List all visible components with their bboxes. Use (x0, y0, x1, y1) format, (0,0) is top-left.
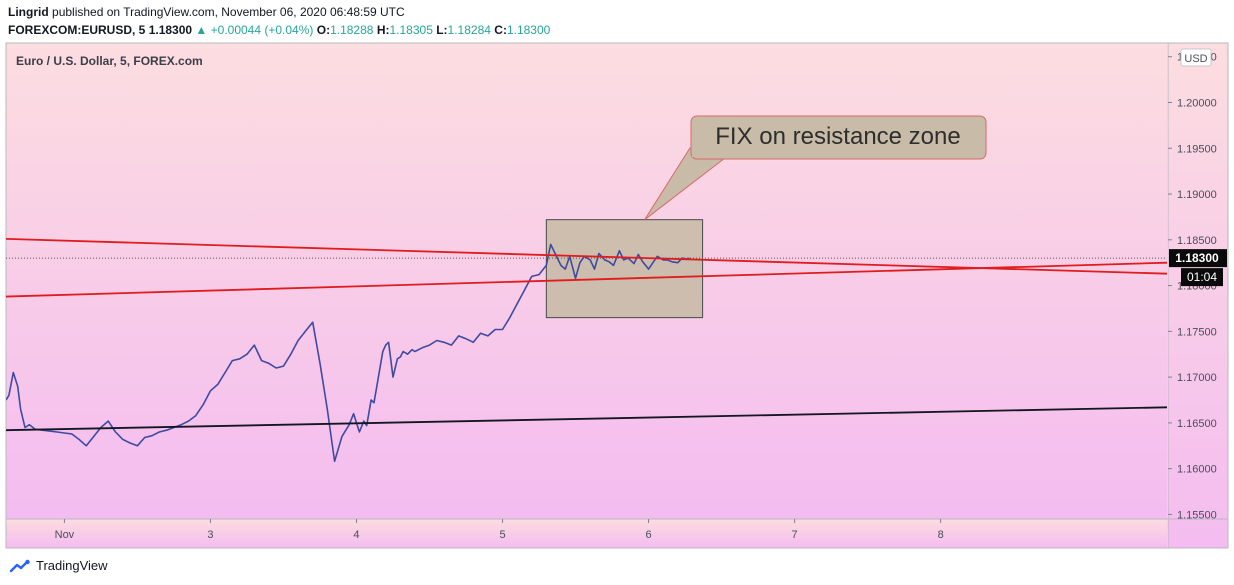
x-tick-label: 7 (792, 529, 798, 541)
tradingview-cloud-icon (9, 559, 30, 572)
y-tick-label: 1.16500 (1177, 418, 1217, 430)
y-tick-label: 1.19000 (1177, 189, 1217, 201)
price-axis-background (1168, 43, 1228, 548)
y-tick-label: 1.20000 (1177, 98, 1217, 110)
y-tick-label: 1.19500 (1177, 143, 1217, 155)
open-label: O: (316, 23, 331, 37)
price-change: ▲ +0.00044 (+0.04%) (195, 23, 314, 37)
low-label: L: (436, 23, 448, 37)
countdown-label: 01:04 (1187, 270, 1217, 284)
last-price: 1.18300 (148, 23, 193, 37)
tradingview-logo[interactable]: TradingView (8, 558, 108, 573)
y-tick-label: 1.16000 (1177, 464, 1217, 476)
high-value: 1.18305 (389, 23, 433, 37)
x-tick-label: 3 (207, 529, 213, 541)
resistance-zone (545, 219, 704, 319)
callout-box (690, 115, 987, 160)
x-tick-label: 6 (646, 529, 652, 541)
plot-area (6, 219, 1167, 463)
y-tick-label: 1.18500 (1177, 235, 1217, 247)
high-label: H: (376, 23, 390, 37)
x-tick-label: 4 (353, 529, 359, 541)
author-name[interactable]: Lingrid (8, 5, 49, 19)
y-tick-label: 1.17500 (1177, 326, 1217, 338)
chart-title: Euro / U.S. Dollar, 5, FOREX.com (16, 54, 203, 68)
open-value: 1.18288 (330, 23, 374, 37)
x-tick-label: 8 (938, 529, 944, 541)
x-tick-label: 5 (499, 529, 505, 541)
publish-text: published on TradingView.com, November 0… (52, 5, 405, 19)
symbol-name[interactable]: FOREXCOM:EURUSD, 5 (8, 23, 146, 37)
symbol-info: FOREXCOM:EURUSD, 5 1.18300 ▲ +0.00044 (+… (8, 23, 550, 37)
callout-joint (692, 140, 728, 157)
publish-info: Lingrid published on TradingView.com, No… (8, 5, 405, 19)
callout-text: FIX on resistance zone (715, 123, 960, 150)
chart-frame (5, 42, 1229, 549)
countdown-badge (1181, 268, 1223, 287)
close-label: C: (494, 23, 507, 37)
y-tick-label: 1.17000 (1177, 372, 1217, 384)
currency-box (1180, 48, 1212, 67)
price-badge-label: 1.18300 (1175, 251, 1219, 265)
price-series-line (6, 243, 690, 463)
time-axis-background (6, 519, 1167, 548)
x-tick-label: Nov (55, 529, 75, 541)
y-tick-label: 1.15500 (1177, 509, 1217, 521)
close-value: 1.18300 (506, 23, 551, 37)
currency-label: USD (1184, 53, 1207, 65)
trendline (5, 406, 1168, 432)
trendline (5, 261, 1168, 298)
low-value: 1.18284 (447, 23, 491, 37)
price-badge (1169, 249, 1227, 268)
